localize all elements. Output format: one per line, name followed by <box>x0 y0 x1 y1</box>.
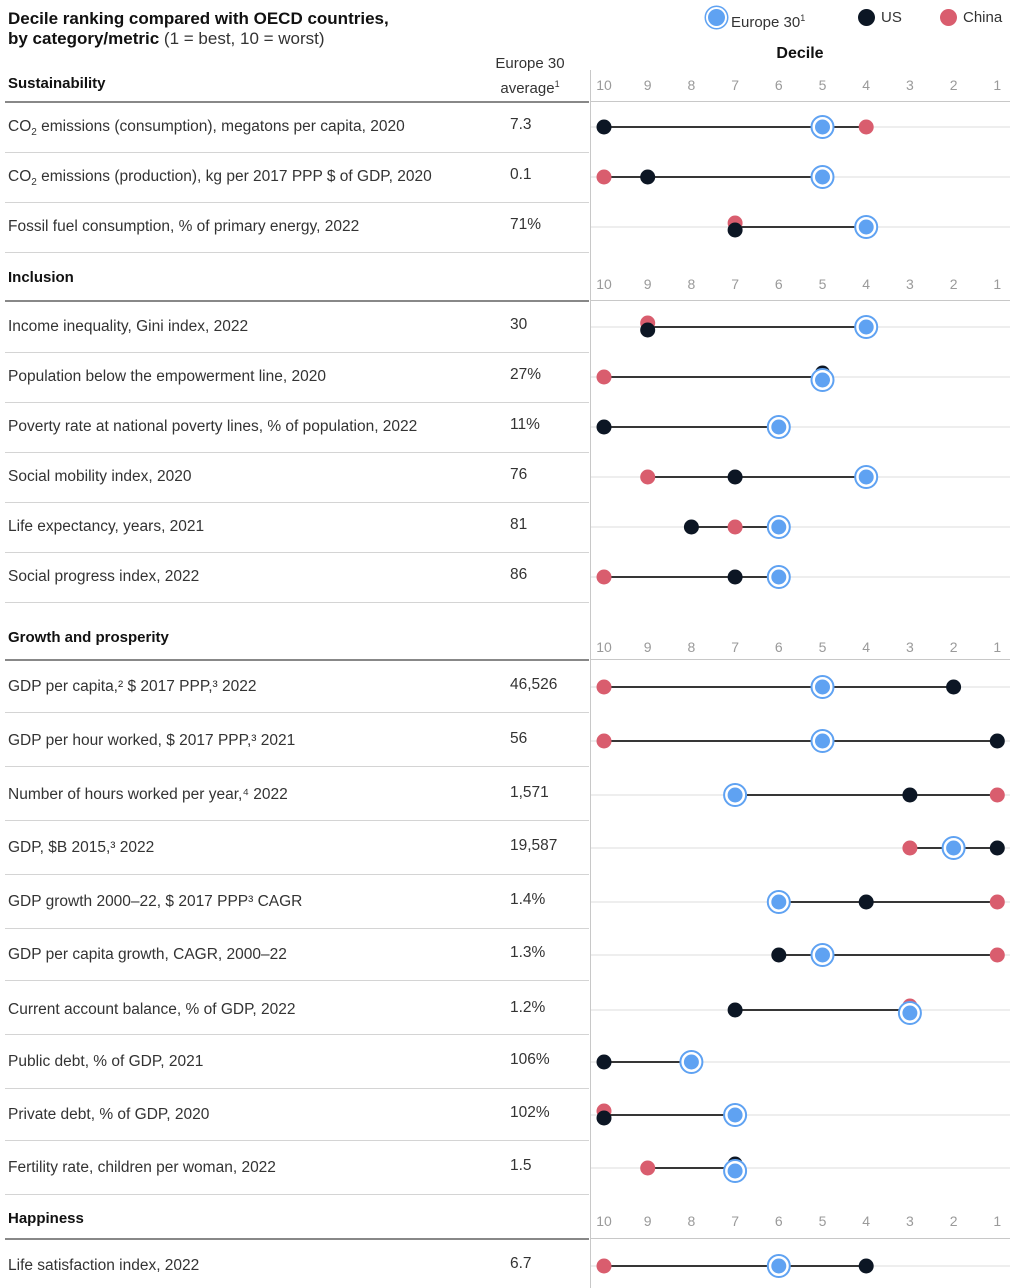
us-point <box>771 948 786 963</box>
tick-label: 10 <box>596 276 612 292</box>
europe-point-core <box>859 220 874 235</box>
us-point <box>684 520 699 535</box>
tick-label: 1 <box>993 276 1001 292</box>
europe-point-core <box>728 788 743 803</box>
china-point <box>597 1259 612 1274</box>
europe-point-core <box>859 320 874 335</box>
tick-label: 8 <box>688 276 696 292</box>
tick-label: 6 <box>775 77 783 93</box>
tick-label: 5 <box>819 639 827 655</box>
europe-point-core <box>771 420 786 435</box>
europe-point-core <box>815 680 830 695</box>
us-point <box>990 841 1005 856</box>
us-point <box>728 570 743 585</box>
tick-label: 2 <box>950 639 958 655</box>
us-point <box>597 1055 612 1070</box>
europe-point-core <box>771 895 786 910</box>
tick-label: 4 <box>862 1213 870 1229</box>
china-point <box>990 788 1005 803</box>
tick-label: 8 <box>688 1213 696 1229</box>
china-point <box>597 570 612 585</box>
tick-label: 6 <box>775 1213 783 1229</box>
europe-point-core <box>815 170 830 185</box>
tick-label: 2 <box>950 77 958 93</box>
tick-label: 10 <box>596 1213 612 1229</box>
china-point <box>990 948 1005 963</box>
tick-label: 2 <box>950 1213 958 1229</box>
europe-point-core <box>728 1164 743 1179</box>
china-point <box>640 1161 655 1176</box>
us-point <box>859 1259 874 1274</box>
china-point <box>990 895 1005 910</box>
europe-point-core <box>815 734 830 749</box>
europe-point-core <box>684 1055 699 1070</box>
us-point <box>990 734 1005 749</box>
tick-label: 7 <box>731 77 739 93</box>
tick-label: 3 <box>906 1213 914 1229</box>
tick-label: 9 <box>644 77 652 93</box>
tick-label: 3 <box>906 639 914 655</box>
tick-label: 5 <box>819 1213 827 1229</box>
tick-label: 5 <box>819 77 827 93</box>
china-point <box>859 120 874 135</box>
us-point <box>640 323 655 338</box>
tick-label: 6 <box>775 639 783 655</box>
europe-point-core <box>859 470 874 485</box>
tick-label: 9 <box>644 1213 652 1229</box>
europe-point-core <box>771 520 786 535</box>
tick-label: 1 <box>993 1213 1001 1229</box>
tick-label: 9 <box>644 639 652 655</box>
europe-point-core <box>946 841 961 856</box>
europe-point-core <box>771 570 786 585</box>
europe-point-core <box>771 1259 786 1274</box>
tick-label: 1 <box>993 77 1001 93</box>
tick-label: 8 <box>688 77 696 93</box>
china-point <box>728 520 743 535</box>
tick-label: 2 <box>950 276 958 292</box>
tick-label: 9 <box>644 276 652 292</box>
tick-label: 4 <box>862 276 870 292</box>
tick-label: 5 <box>819 276 827 292</box>
tick-label: 4 <box>862 77 870 93</box>
tick-label: 3 <box>906 77 914 93</box>
china-point <box>597 170 612 185</box>
us-point <box>902 788 917 803</box>
tick-label: 7 <box>731 1213 739 1229</box>
us-point <box>597 120 612 135</box>
europe-point-core <box>815 948 830 963</box>
us-point <box>728 223 743 238</box>
tick-label: 3 <box>906 276 914 292</box>
europe-point-core <box>815 120 830 135</box>
tick-label: 8 <box>688 639 696 655</box>
china-point <box>902 841 917 856</box>
tick-label: 7 <box>731 276 739 292</box>
tick-label: 1 <box>993 639 1001 655</box>
tick-label: 10 <box>596 77 612 93</box>
tick-label: 7 <box>731 639 739 655</box>
china-point <box>597 370 612 385</box>
tick-label: 10 <box>596 639 612 655</box>
us-point <box>597 420 612 435</box>
us-point <box>859 895 874 910</box>
europe-point-core <box>815 373 830 388</box>
us-point <box>728 470 743 485</box>
us-point <box>597 1111 612 1126</box>
china-point <box>640 470 655 485</box>
us-point <box>946 680 961 695</box>
china-point <box>597 680 612 695</box>
us-point <box>728 1003 743 1018</box>
us-point <box>640 170 655 185</box>
tick-label: 4 <box>862 639 870 655</box>
europe-point-core <box>902 1006 917 1021</box>
china-point <box>597 734 612 749</box>
europe-point-core <box>728 1108 743 1123</box>
tick-label: 6 <box>775 276 783 292</box>
